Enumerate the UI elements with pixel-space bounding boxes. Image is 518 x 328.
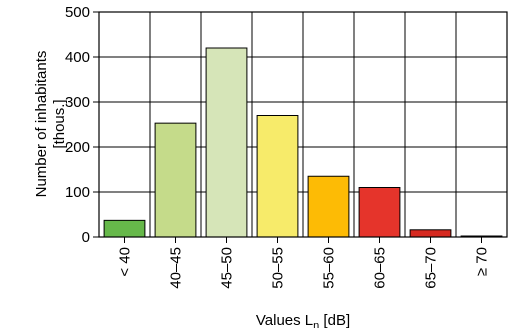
x-tick-label: ≥ 70 — [474, 247, 491, 276]
y-tick-label: 500 — [65, 4, 90, 21]
bar — [409, 229, 452, 238]
bar — [154, 122, 197, 238]
x-tick-labels: < 40 40–45 45–50 50–55 55–60 60–65 65–70 ≥ 70 — [117, 247, 491, 289]
x-tick-label: 50–55 — [270, 247, 287, 289]
plot-frame — [98, 11, 508, 238]
x-axis-label-unit: [dB] — [319, 312, 350, 328]
bar — [307, 175, 350, 238]
bar — [358, 187, 401, 238]
y-axis-label-line2: [thous.] — [51, 99, 68, 148]
bars — [103, 47, 503, 238]
x-axis-label-main: Values L — [256, 312, 313, 328]
y-tick-label: 200 — [65, 139, 90, 156]
y-tick-labels: 0 100 200 300 400 500 — [65, 4, 90, 246]
x-tick-label: 60–65 — [372, 247, 389, 289]
bar — [103, 219, 146, 238]
y-axis-label-line1: Number of inhabitants — [33, 51, 50, 198]
y-tick-label: 400 — [65, 49, 90, 66]
x-tick-label: 65–70 — [423, 247, 440, 289]
bar — [205, 47, 248, 238]
y-tick-label: 0 — [82, 229, 90, 246]
y-tick-label: 100 — [65, 184, 90, 201]
x-axis-label: Values Ln [dB] — [256, 312, 350, 328]
x-tick-label: < 40 — [117, 247, 134, 277]
x-tick-label: 55–60 — [321, 247, 338, 289]
bar — [256, 115, 299, 238]
x-tick-label: 40–45 — [168, 247, 185, 289]
y-tick-label: 300 — [65, 94, 90, 111]
x-axis-label-subscript: n — [313, 320, 319, 328]
x-tick-label: 45–50 — [219, 247, 236, 289]
